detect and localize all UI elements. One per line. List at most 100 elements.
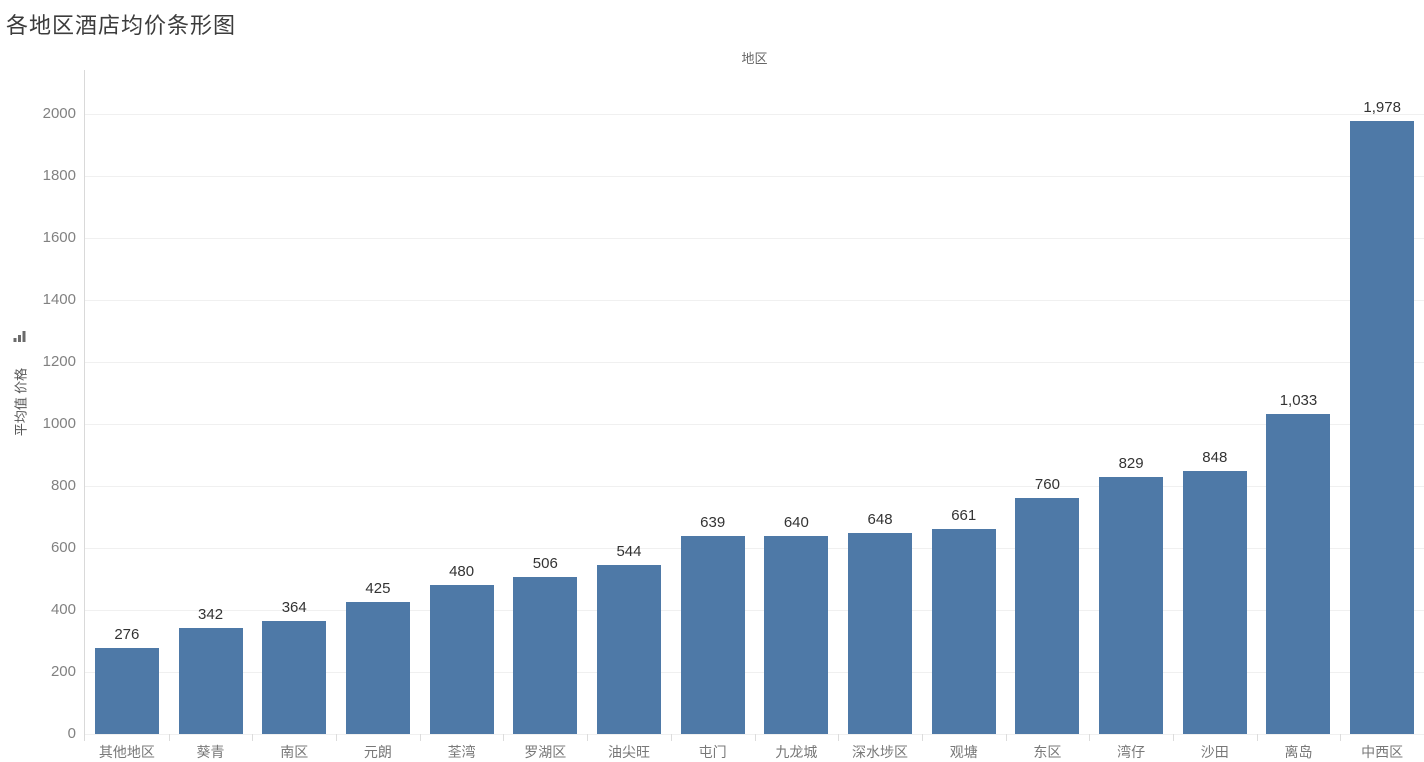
bars-container: 276 342 364 425 480 506 544 639 640 648 661 760 829 8…	[85, 70, 1424, 734]
gridline	[85, 610, 1424, 611]
bar[interactable]	[429, 585, 494, 734]
bar-column: 276	[85, 70, 169, 734]
bar-column: 639	[671, 70, 755, 734]
bar-value-label: 760	[1034, 476, 1060, 494]
bar[interactable]	[848, 533, 913, 734]
bar-value-label: 342	[198, 605, 224, 623]
y-tick-label: 1800	[42, 167, 76, 185]
y-tick-label: 1200	[42, 353, 76, 370]
x-axis-category-label[interactable]: 离岛	[1284, 746, 1313, 761]
x-axis-category-label[interactable]: 油尖旺	[607, 746, 650, 761]
x-axis-category-label[interactable]: 荃湾	[447, 746, 476, 761]
bar-value-label: 506	[532, 555, 558, 573]
y-tick-label: 400	[50, 601, 76, 618]
x-axis-category-label[interactable]: 屯门	[698, 746, 727, 761]
gridline	[85, 672, 1424, 673]
x-axis-boundary-tick	[754, 734, 756, 741]
bar[interactable]	[596, 565, 661, 734]
y-tick-label: 1600	[42, 229, 76, 246]
x-axis-boundary-tick	[838, 734, 840, 741]
gridline	[85, 362, 1424, 363]
x-axis-boundary-tick	[587, 734, 589, 741]
plot-area: 276 342 364 425 480 506 544 639 640 648 661 760 829 8…	[84, 70, 1424, 741]
x-axis-category-label[interactable]: 罗湖区	[524, 746, 567, 761]
y-tick-label: 600	[50, 539, 76, 556]
bar-value-label: 661	[951, 507, 977, 525]
bar-column: 342	[169, 70, 253, 734]
x-axis-category-label[interactable]: 中西区	[1361, 746, 1404, 761]
x-axis-labels: 其他地区 葵青 南区 元朗 荃湾 罗湖区 油尖旺 屯门 九龙城 深水埗区 观塘 东区 湾仔 沙田 离岛 中西区	[85, 734, 1424, 762]
bar[interactable]	[680, 535, 745, 734]
x-axis-category-label[interactable]: 观塘	[949, 746, 978, 761]
gridline	[85, 238, 1424, 239]
gridline	[85, 176, 1424, 178]
bar[interactable]	[345, 602, 410, 734]
y-tick-label: 800	[50, 477, 76, 494]
y-axis-title-area: 平均值 价格	[4, 70, 36, 734]
bar-column: 661	[922, 70, 1006, 734]
x-axis-boundary-tick	[168, 734, 170, 741]
bar-column: 425	[336, 70, 420, 734]
bar[interactable]	[513, 577, 578, 734]
chart-title: 各地区酒店均价条形图	[6, 13, 237, 38]
bar-value-label: 425	[365, 580, 391, 598]
bar-column: 640	[755, 70, 839, 734]
x-axis-boundary-tick	[336, 734, 338, 741]
x-axis-boundary-tick	[921, 734, 923, 741]
bar[interactable]	[178, 627, 243, 734]
x-axis-category-label[interactable]: 葵青	[196, 746, 225, 761]
sort-ascending-icon[interactable]	[13, 330, 27, 342]
bar-value-label: 276	[114, 626, 140, 644]
bar-column: 480	[420, 70, 504, 734]
x-axis-boundary-tick	[419, 734, 421, 741]
bar-column: 760	[1006, 70, 1090, 734]
x-axis-boundary-tick	[1089, 734, 1091, 741]
bar[interactable]	[94, 648, 159, 734]
gridline	[85, 424, 1424, 425]
x-axis-boundary-tick	[1172, 734, 1174, 741]
bar[interactable]	[1182, 471, 1247, 734]
x-axis-boundary-tick	[1005, 734, 1007, 741]
bar-value-label: 848	[1202, 449, 1228, 467]
bar-column: 648	[838, 70, 922, 734]
x-axis-category-label[interactable]: 东区	[1033, 746, 1062, 761]
gridline	[85, 300, 1424, 301]
bar[interactable]	[931, 529, 996, 734]
bar-column: 1,033	[1257, 70, 1341, 734]
y-tick-label: 1400	[42, 291, 76, 308]
x-axis-boundary-tick	[670, 734, 672, 741]
y-axis-ticks: 0 200 400 600 800 1000 1200 1400 1600 1800 2000	[0, 70, 76, 742]
bar-value-label: 1,033	[1279, 391, 1318, 409]
x-axis-category-label[interactable]: 九龙城	[775, 746, 818, 761]
bar-value-label: 639	[700, 513, 726, 531]
x-axis-category-label[interactable]: 湾仔	[1117, 746, 1146, 761]
bar-column: 364	[252, 70, 336, 734]
x-axis-category-label[interactable]: 南区	[280, 746, 309, 761]
y-axis-line	[84, 70, 85, 741]
gridline	[85, 548, 1424, 549]
x-axis-category-label[interactable]: 其他地区	[98, 746, 155, 761]
y-tick-label: 200	[50, 663, 76, 680]
bar[interactable]	[1266, 413, 1331, 734]
x-axis-boundary-tick	[503, 734, 505, 741]
x-axis-category-label[interactable]: 元朗	[363, 746, 392, 761]
gridline	[85, 114, 1424, 116]
bar[interactable]	[1099, 477, 1164, 734]
bar-column: 1,978	[1340, 70, 1424, 734]
bar[interactable]	[1350, 120, 1415, 734]
x-axis-category-label[interactable]: 沙田	[1200, 746, 1229, 761]
x-axis-boundary-tick	[1256, 734, 1258, 741]
bar-value-label: 480	[449, 563, 475, 581]
x-axis-boundary-tick	[1340, 734, 1342, 741]
gridline	[85, 486, 1424, 487]
bar[interactable]	[1015, 498, 1080, 734]
bar-column: 506	[503, 70, 587, 734]
bar[interactable]	[262, 621, 327, 734]
x-axis-category-label[interactable]: 深水埗区	[852, 746, 909, 761]
y-tick-label: 2000	[42, 105, 76, 123]
y-tick-label: 1000	[42, 415, 76, 432]
bar[interactable]	[764, 535, 829, 734]
bar-value-label: 544	[616, 543, 642, 561]
bar-column: 848	[1173, 70, 1257, 734]
bar-value-label: 640	[783, 513, 809, 531]
